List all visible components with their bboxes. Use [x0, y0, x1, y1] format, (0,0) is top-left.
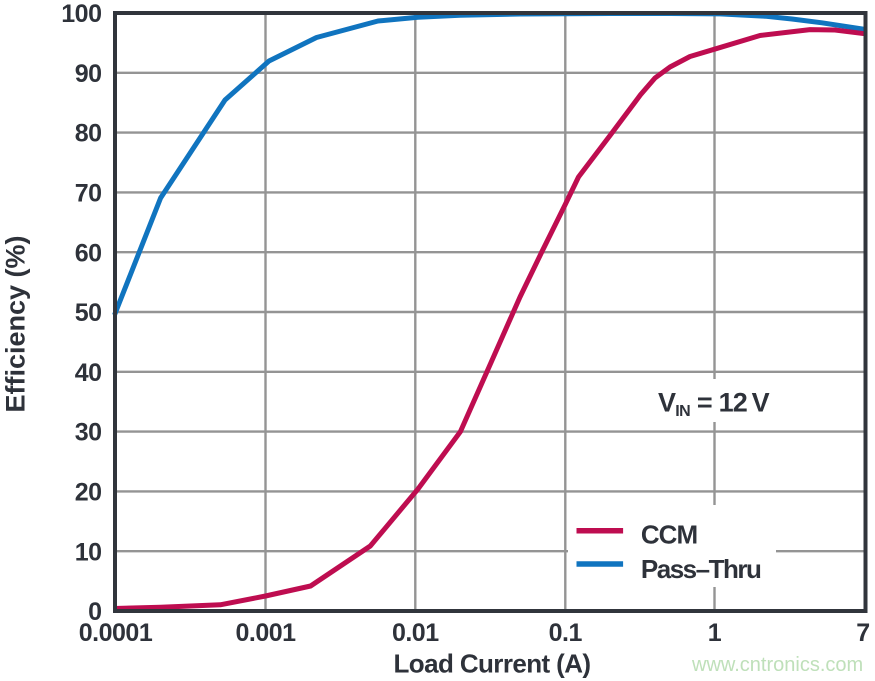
- svg-text:CCM: CCM: [641, 520, 697, 550]
- svg-text:0.01: 0.01: [392, 619, 439, 647]
- svg-text:0.1: 0.1: [549, 619, 583, 647]
- svg-text:Load Current (A): Load Current (A): [394, 649, 591, 679]
- svg-text:60: 60: [75, 239, 102, 267]
- svg-text:100: 100: [61, 0, 101, 28]
- svg-text:VIN = 12 V: VIN = 12 V: [658, 388, 770, 421]
- svg-text:1: 1: [708, 619, 722, 647]
- svg-text:10: 10: [75, 538, 102, 566]
- svg-text:80: 80: [75, 120, 102, 148]
- svg-text:0: 0: [88, 598, 101, 626]
- svg-text:Efficiency (%): Efficiency (%): [1, 235, 31, 412]
- svg-text:20: 20: [75, 479, 102, 507]
- svg-text:Pass–Thru: Pass–Thru: [641, 554, 761, 584]
- svg-text:7: 7: [856, 619, 869, 647]
- svg-text:40: 40: [75, 359, 102, 387]
- svg-text:50: 50: [75, 299, 102, 327]
- svg-text:30: 30: [75, 419, 102, 447]
- svg-text:0.001: 0.001: [235, 619, 296, 647]
- svg-text:0.0001: 0.0001: [79, 619, 153, 647]
- svg-text:www.cntronics.com: www.cntronics.com: [691, 654, 863, 676]
- svg-text:70: 70: [75, 180, 102, 208]
- svg-text:90: 90: [75, 60, 102, 88]
